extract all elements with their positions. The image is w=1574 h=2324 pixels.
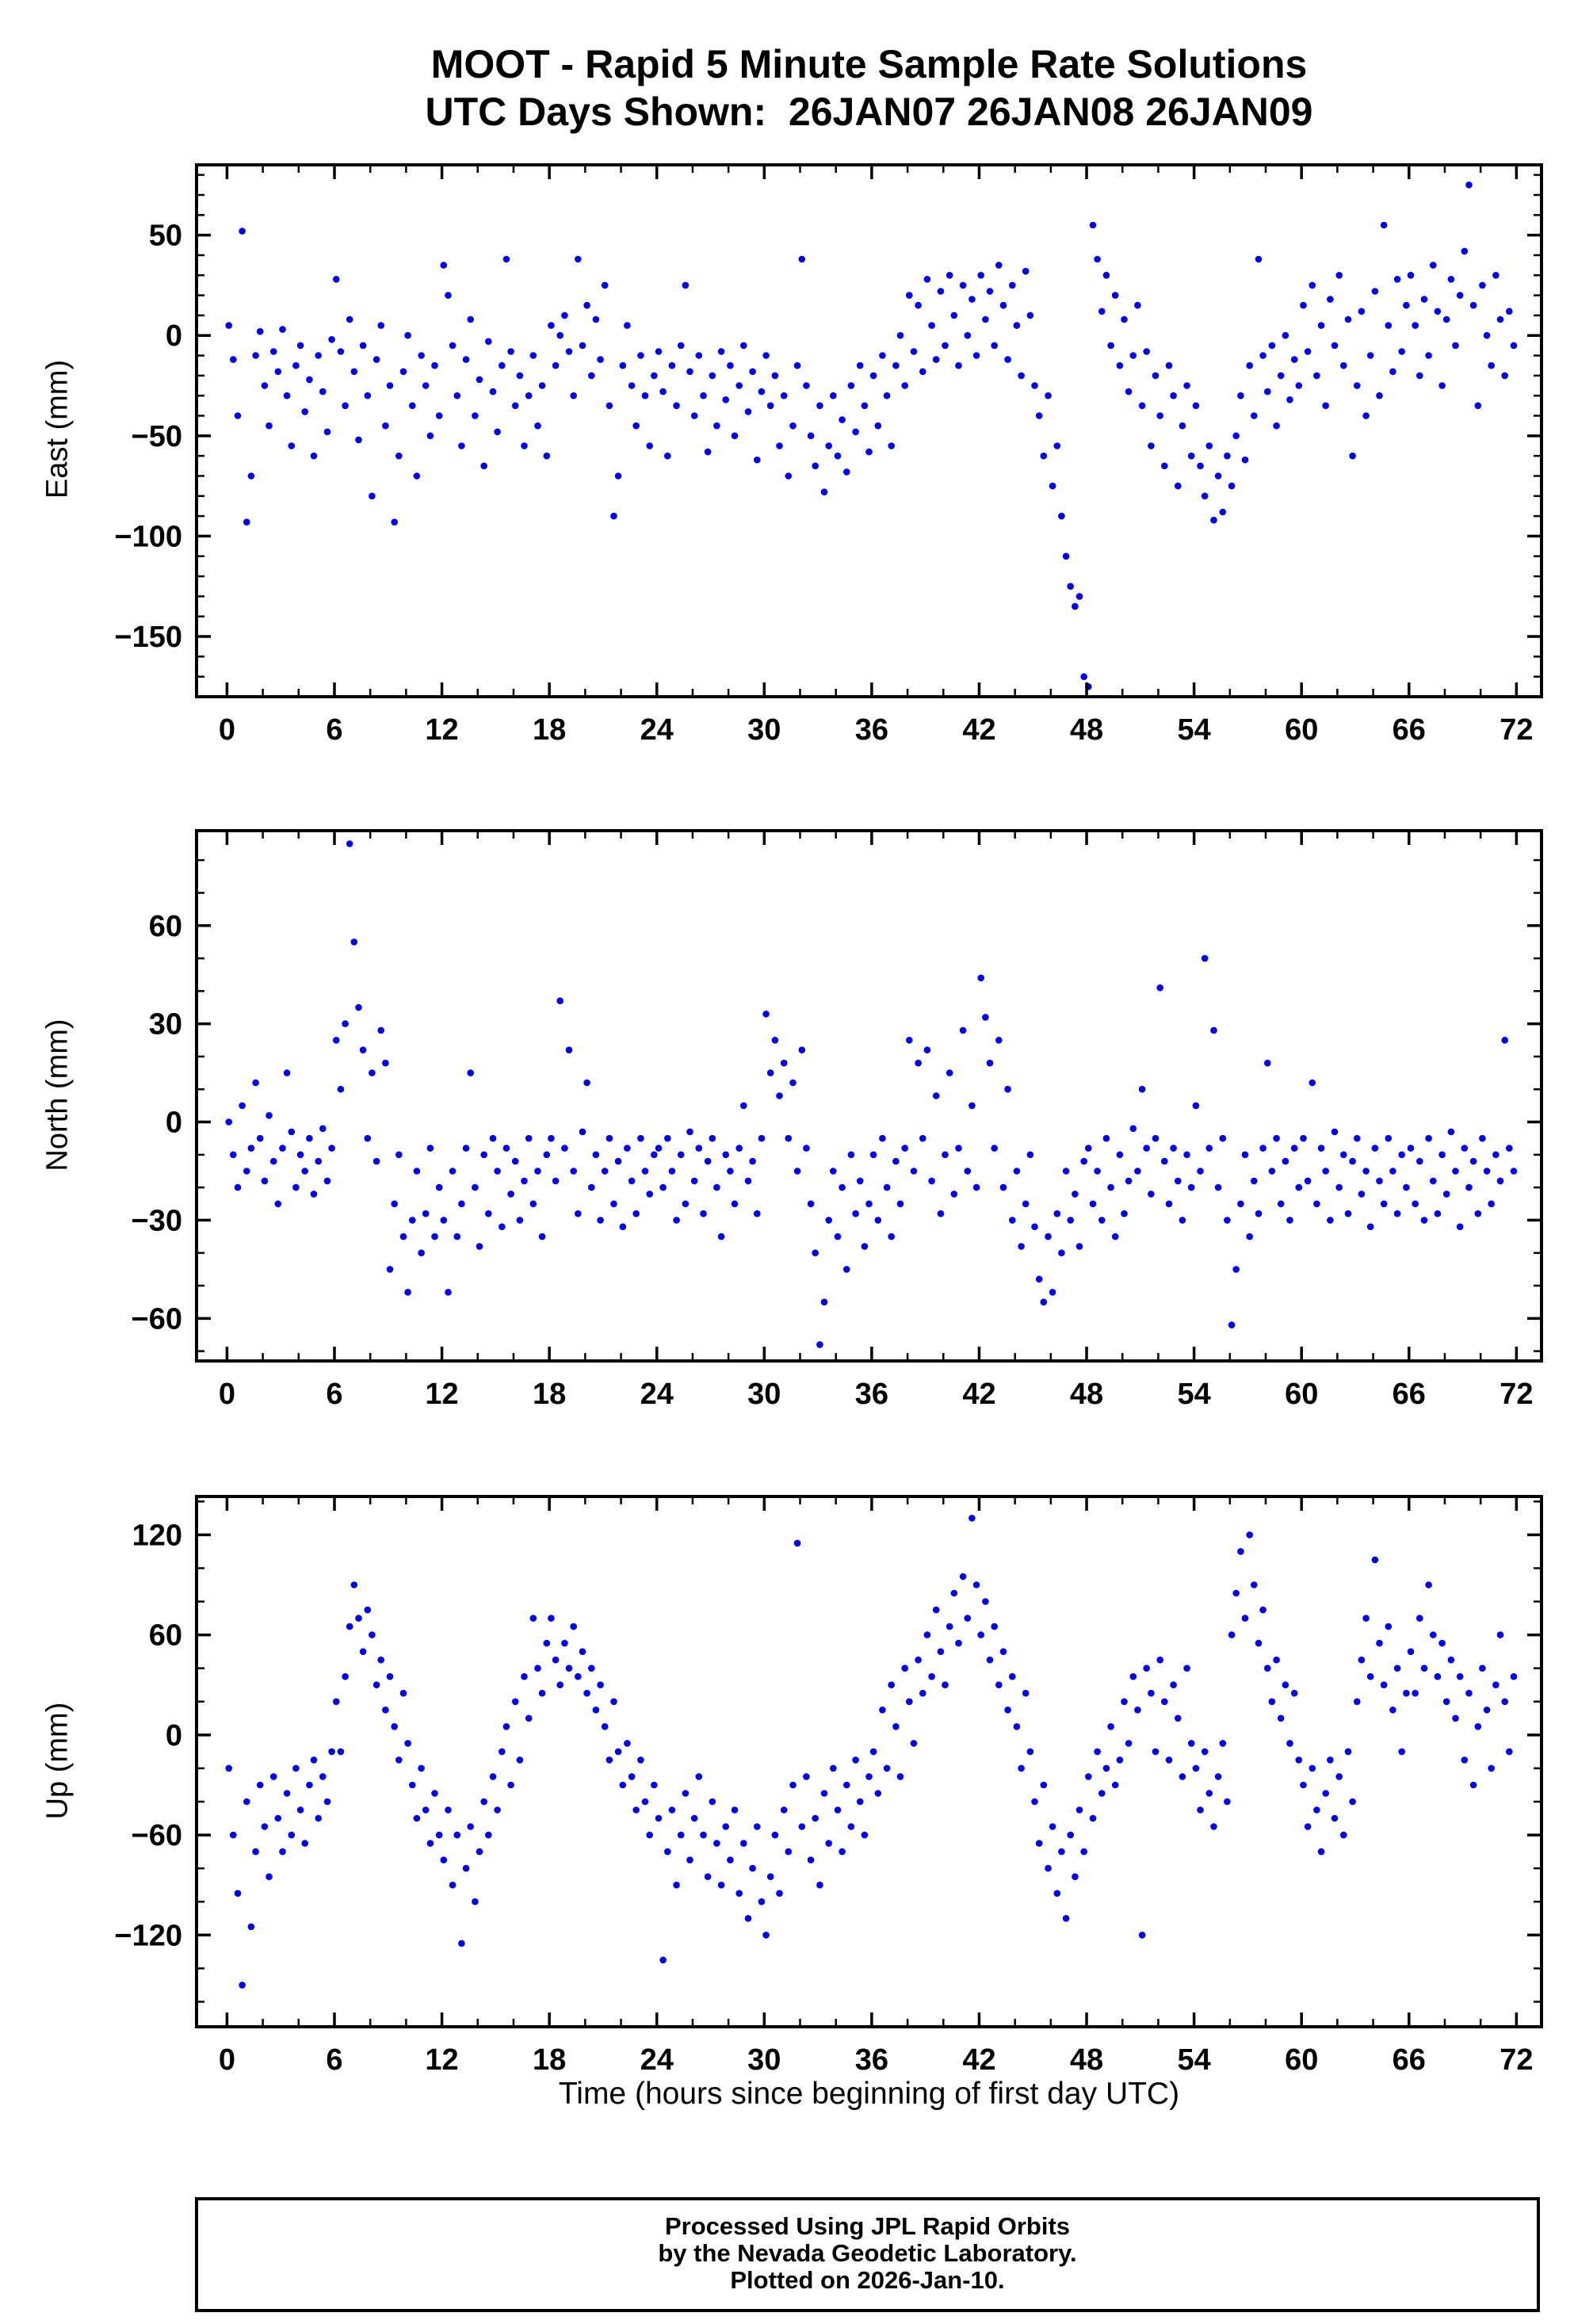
footer-line3: Plotted on 2026-Jan-10. xyxy=(730,2266,1005,2294)
svg-text:24: 24 xyxy=(640,713,674,747)
chart-title-line2: UTC Days Shown: 26JAN07 26JAN08 26JAN09 xyxy=(425,90,1313,134)
footer-line2: by the Nevada Geodetic Laboratory. xyxy=(658,2239,1077,2267)
time-axis-label: Time (hours since beginning of first day… xyxy=(558,2077,1180,2111)
svg-text:42: 42 xyxy=(962,1378,995,1411)
svg-text:0: 0 xyxy=(166,319,182,353)
svg-text:66: 66 xyxy=(1393,713,1426,747)
north-panel: 0 6 12 18 24 30 36 42 48 54 60 66 72 60 30 0 −30 −60 xyxy=(132,829,1543,1411)
svg-text:72: 72 xyxy=(1500,2043,1533,2077)
east-axis-label: East (mm) xyxy=(40,359,74,499)
up-axis-label: Up (mm) xyxy=(40,1702,74,1820)
footer-line1: Processed Using JPL Rapid Orbits xyxy=(664,2212,1071,2240)
svg-text:30: 30 xyxy=(149,1008,182,1042)
svg-text:6: 6 xyxy=(326,1378,342,1411)
svg-text:48: 48 xyxy=(1070,1378,1103,1411)
svg-text:30: 30 xyxy=(747,2043,781,2077)
svg-text:54: 54 xyxy=(1177,713,1210,747)
svg-text:12: 12 xyxy=(425,713,458,747)
svg-text:6: 6 xyxy=(326,2043,342,2077)
footer-box: Processed Using JPL Rapid Orbits by the … xyxy=(195,2197,1540,2312)
svg-text:42: 42 xyxy=(962,2043,995,2077)
svg-text:−50: −50 xyxy=(132,420,182,453)
svg-text:50: 50 xyxy=(149,220,182,253)
svg-text:0: 0 xyxy=(166,1719,182,1753)
svg-text:72: 72 xyxy=(1500,713,1533,747)
svg-text:48: 48 xyxy=(1070,713,1103,747)
svg-text:60: 60 xyxy=(149,1619,182,1653)
svg-text:−60: −60 xyxy=(132,1302,182,1336)
svg-text:60: 60 xyxy=(149,910,182,943)
svg-text:0: 0 xyxy=(166,1107,182,1140)
svg-text:24: 24 xyxy=(640,1378,674,1411)
svg-text:−60: −60 xyxy=(132,1819,182,1852)
svg-text:0: 0 xyxy=(219,1378,235,1411)
svg-text:0: 0 xyxy=(219,713,235,747)
svg-text:66: 66 xyxy=(1393,2043,1426,2077)
svg-text:12: 12 xyxy=(425,2043,458,2077)
svg-text:18: 18 xyxy=(533,713,566,747)
svg-text:18: 18 xyxy=(533,2043,566,2077)
svg-text:66: 66 xyxy=(1393,1378,1426,1411)
svg-text:48: 48 xyxy=(1070,2043,1103,2077)
svg-text:6: 6 xyxy=(326,713,342,747)
svg-text:60: 60 xyxy=(1285,2043,1318,2077)
svg-text:30: 30 xyxy=(747,1378,781,1411)
svg-text:−150: −150 xyxy=(114,621,182,654)
svg-text:36: 36 xyxy=(855,2043,888,2077)
svg-text:60: 60 xyxy=(1285,713,1318,747)
svg-text:0: 0 xyxy=(219,2043,235,2077)
svg-text:54: 54 xyxy=(1177,2043,1210,2077)
east-panel: 0 6 12 18 24 30 36 42 48 54 60 66 72 50 0 −50 −100 −150 xyxy=(114,163,1543,747)
svg-text:36: 36 xyxy=(855,1378,888,1411)
svg-text:60: 60 xyxy=(1285,1378,1318,1411)
svg-text:−30: −30 xyxy=(132,1204,182,1237)
svg-text:72: 72 xyxy=(1500,1378,1533,1411)
svg-text:54: 54 xyxy=(1177,1378,1210,1411)
svg-text:42: 42 xyxy=(962,713,995,747)
up-panel: 0 6 12 18 24 30 36 42 48 54 60 66 72 120 60 0 −60 −120 xyxy=(114,1495,1543,2077)
svg-text:24: 24 xyxy=(640,2043,674,2077)
svg-text:−100: −100 xyxy=(114,520,182,553)
svg-text:36: 36 xyxy=(855,713,888,747)
svg-text:12: 12 xyxy=(425,1378,458,1411)
svg-text:18: 18 xyxy=(533,1378,566,1411)
chart-title-line1: MOOT - Rapid 5 Minute Sample Rate Soluti… xyxy=(430,42,1308,86)
north-axis-label: North (mm) xyxy=(40,1019,74,1172)
svg-text:−120: −120 xyxy=(114,1919,182,1952)
svg-text:120: 120 xyxy=(132,1519,182,1552)
svg-text:30: 30 xyxy=(747,713,781,747)
